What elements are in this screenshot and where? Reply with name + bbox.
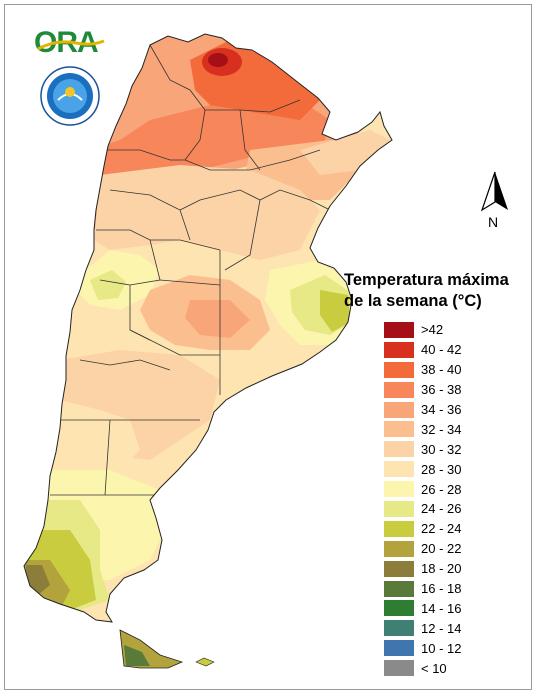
smn-seal-icon [40,66,100,126]
legend-item: 36 - 38 [384,380,504,400]
legend-swatch [384,620,414,637]
legend-label: 10 - 12 [421,640,462,656]
legend-swatch [384,361,414,378]
legend-label: 28 - 30 [421,461,462,477]
legend-item: >42 [384,320,504,340]
legend-title-line1: Temperatura máxima [344,271,509,289]
legend-item: 18 - 20 [384,559,504,579]
legend-label: 34 - 36 [421,402,462,417]
legend-label: 22 - 24 [421,521,462,537]
legend-swatch [384,441,414,458]
legend-swatch [384,600,414,617]
legend-item: 24 - 26 [384,499,504,519]
legend-item: 26 - 28 [384,479,504,499]
legend-swatch [384,520,414,537]
logo-swoosh-icon [37,39,105,51]
legend-item: 32 - 34 [384,419,504,439]
legend-label: 40 - 42 [421,342,462,358]
legend-title: Temperatura máxima de la semana (°C) [344,270,509,312]
legend-item: < 10 [384,658,504,678]
legend: Temperatura máxima de la semana (°C) >42… [344,270,509,678]
legend-label: 26 - 28 [421,481,462,497]
legend-swatch [384,481,414,498]
legend-label: 18 - 20 [421,561,462,577]
legend-label: 36 - 38 [421,382,462,398]
legend-swatch [384,560,414,577]
legend-item: 22 - 24 [384,519,504,539]
legend-title-line2: de la semana (°C) [344,292,482,310]
legend-swatch [384,540,414,557]
legend-swatch [384,640,414,657]
legend-label: 38 - 40 [421,362,462,378]
legend-item: 28 - 30 [384,459,504,479]
legend-item: 14 - 16 [384,598,504,618]
north-label: N [488,214,499,230]
legend-swatch [384,660,414,677]
north-arrow-icon [480,171,508,212]
legend-item: 12 - 14 [384,618,504,638]
legend-label: 30 - 32 [421,441,462,457]
legend-item: 20 - 22 [384,539,504,559]
legend-swatch [384,461,414,478]
legend-item: 40 - 42 [384,340,504,360]
legend-label: >42 [421,322,444,338]
legend-item: 38 - 40 [384,360,504,380]
legend-label: 14 - 16 [421,600,462,616]
legend-swatch [384,580,414,597]
legend-label: 16 - 18 [421,581,462,597]
legend-item: 10 - 12 [384,638,504,658]
legend-label: 12 - 14 [421,620,462,636]
legend-label: 32 - 34 [421,421,462,437]
legend-swatch [384,500,414,517]
legend-swatch [384,421,414,438]
legend-item: 30 - 32 [384,439,504,459]
legend-item: 16 - 18 [384,579,504,599]
legend-label: < 10 [421,660,447,676]
map-frame [4,4,532,690]
legend-swatch [384,341,414,358]
legend-swatch [384,321,414,338]
legend-items: >42 40 - 42 38 - 40 36 - 38 34 - 36 32 - 34 30… [384,320,504,678]
legend-swatch [384,381,414,398]
legend-swatch [384,401,414,418]
legend-item: 34 - 36 [384,400,504,420]
legend-label: 20 - 22 [421,541,462,557]
legend-label: 24 - 26 [421,501,462,517]
